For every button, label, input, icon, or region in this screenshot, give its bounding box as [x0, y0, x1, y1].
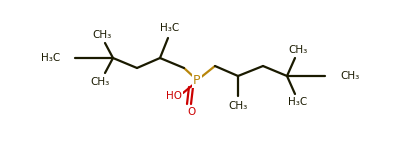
Text: P: P	[193, 73, 201, 86]
Text: HO: HO	[166, 91, 182, 101]
Text: H₃C: H₃C	[288, 97, 308, 107]
Text: CH₃: CH₃	[288, 45, 308, 55]
Text: H₃C: H₃C	[160, 23, 180, 33]
Text: CH₃: CH₃	[90, 77, 110, 87]
Text: CH₃: CH₃	[228, 101, 248, 111]
Text: CH₃: CH₃	[340, 71, 359, 81]
Text: CH₃: CH₃	[92, 30, 112, 40]
Text: O: O	[188, 107, 196, 117]
Text: H₃C: H₃C	[41, 53, 60, 63]
